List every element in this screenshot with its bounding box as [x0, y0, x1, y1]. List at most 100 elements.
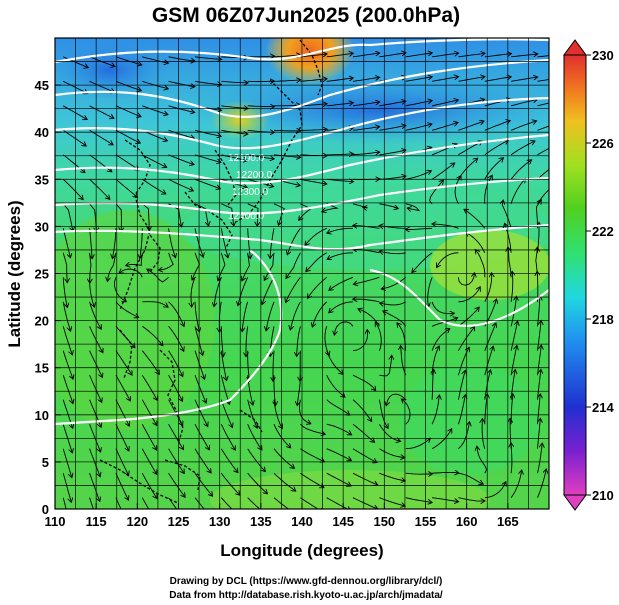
streamline-arrow [168, 178, 193, 190]
streamline-arrow [466, 233, 486, 254]
streamline-arrow [141, 423, 156, 449]
colorbar-tick-label: 210 [592, 488, 614, 503]
streamline-arrow [115, 56, 141, 65]
streamline-arrow [402, 400, 411, 425]
y-tick-label: 15 [35, 361, 49, 376]
streamline-arrow [221, 203, 233, 225]
streamline-arrow [62, 350, 73, 379]
y-tick-label: 40 [35, 125, 49, 140]
streamline-arrow [484, 176, 492, 204]
streamline-arrow [89, 178, 110, 198]
streamline-arrow [431, 164, 454, 180]
streamline-arrow [458, 121, 483, 131]
colorbar-scale [563, 54, 587, 496]
streamline-arrow [537, 321, 542, 351]
streamline-arrow [510, 141, 534, 156]
streamline-arrow [194, 228, 203, 256]
streamline-arrow [115, 350, 132, 375]
streamline-arrow [431, 429, 451, 450]
streamline-arrow [115, 80, 141, 90]
streamline-arrow [352, 448, 376, 463]
streamline-arrow [62, 178, 82, 199]
streamline-arrow [457, 274, 474, 286]
streamline-arrow [477, 447, 488, 474]
streamline-arrow [300, 129, 326, 130]
streamline-arrow [262, 277, 275, 303]
streamline-arrow [384, 311, 407, 327]
streamline-arrow [537, 188, 549, 205]
streamline-arrow [484, 324, 496, 351]
streamline-arrow [326, 448, 351, 461]
streamline-arrow [168, 497, 178, 509]
streamline-arrow [220, 448, 237, 472]
x-tick-label: 110 [45, 514, 66, 529]
streamline-arrow [140, 228, 142, 257]
streamline-arrow [484, 347, 493, 376]
streamline-arrow [62, 80, 87, 93]
streamline-arrow [458, 472, 482, 484]
streamline-arrow [168, 448, 184, 473]
streamline-arrow [401, 346, 407, 376]
streamline-arrow [194, 301, 199, 331]
streamline-arrow [300, 104, 326, 106]
streamline-arrow [220, 375, 229, 403]
streamline-arrow [352, 78, 379, 82]
streamline-arrow [510, 179, 525, 204]
streamline-arrow [458, 53, 484, 58]
streamline-arrow [248, 228, 251, 257]
streamline-arrow [62, 497, 67, 509]
streamline-arrow [379, 448, 404, 458]
streamline-arrow [510, 160, 531, 180]
streamline-arrow [247, 203, 258, 226]
streamline-arrow [510, 322, 517, 351]
streamline-arrow [537, 79, 549, 82]
streamline-arrow [431, 396, 439, 425]
contour-label-12200: 12200.0 [236, 170, 273, 181]
streamline-arrow [89, 448, 100, 476]
streamline-arrow [537, 102, 549, 107]
streamline-arrow [142, 105, 167, 115]
streamline-arrow [273, 55, 300, 57]
streamline-arrow [142, 325, 162, 345]
streamline-arrow [376, 323, 382, 351]
longitude-axis: 110 115 120 125 130 135 140 145 150 155 160 165 [45, 503, 519, 529]
streamline-arrow [115, 301, 138, 317]
streamline-arrow [273, 472, 295, 490]
streamline-arrow [326, 374, 345, 396]
streamline-arrow [379, 203, 397, 209]
streamline-arrow [288, 228, 301, 254]
streamline-arrow [379, 356, 391, 377]
streamline-arrow [432, 100, 457, 107]
streamline-arrow [431, 329, 449, 351]
streamline-arrow [300, 54, 326, 58]
colorbar: 230 226 222 218 214 210 [563, 39, 614, 511]
streamline-arrow [291, 301, 301, 329]
streamline-arrow [159, 252, 174, 270]
streamline-arrow [328, 227, 353, 233]
streamline-arrow [273, 448, 294, 468]
streamline-arrow [168, 326, 184, 350]
contour-label-12400: 12400.0 [228, 211, 265, 222]
streamline-arrow [432, 497, 458, 502]
streamline-arrow [510, 370, 515, 400]
streamline-arrow [359, 309, 380, 327]
streamline-arrow [168, 56, 195, 61]
streamline-arrow [379, 53, 405, 58]
streamline-arrow [168, 472, 185, 496]
x-tick-label: 115 [86, 514, 107, 529]
streamline-arrow [352, 102, 379, 107]
streamline-arrow [476, 250, 486, 278]
streamline-arrow [62, 228, 70, 257]
streamline-arrow [405, 439, 430, 450]
colorbar-tick-label: 214 [592, 400, 614, 415]
streamline-arrow [326, 154, 353, 155]
streamline-arrow [62, 277, 67, 306]
streamline-arrow [326, 423, 351, 434]
x-tick-label: 145 [332, 514, 354, 529]
streamline-arrow [247, 448, 265, 471]
x-axis-label: Longitude (degrees) [220, 541, 383, 560]
credit-data: Data from http://database.rish.kyoto-u.a… [169, 590, 443, 601]
streamline-arrow [431, 347, 439, 376]
streamline-arrow [352, 472, 377, 485]
colorbar-tick-label: 230 [592, 48, 614, 63]
